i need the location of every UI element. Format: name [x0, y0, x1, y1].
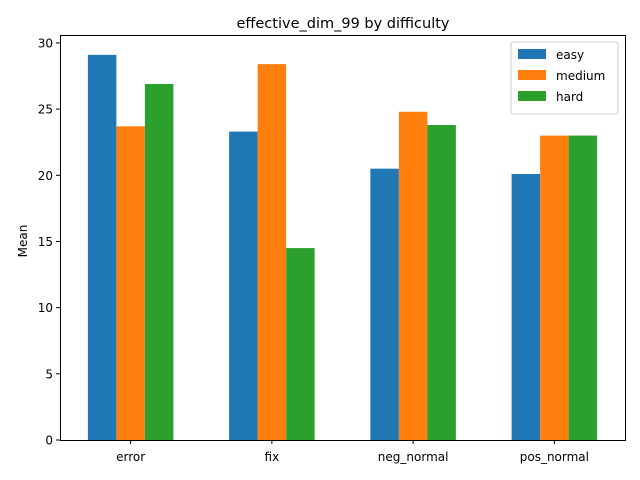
- bar-easy-neg_normal: [370, 168, 399, 441]
- y-tick-label: 30: [38, 36, 53, 50]
- legend-swatch-easy: [518, 49, 546, 59]
- y-tick-label: 10: [38, 301, 53, 315]
- bar-medium-fix: [257, 64, 287, 440]
- x-ticks-group: error fix neg_normal pos_normal: [116, 440, 589, 464]
- plot-frame: [60, 35, 626, 441]
- bar-easy-pos_normal: [511, 173, 541, 440]
- legend-label-medium: medium: [556, 69, 605, 83]
- legend-swatch-medium: [518, 70, 546, 80]
- y-tick-label: 20: [38, 169, 53, 183]
- chart-title: effective_dim_99 by difficulty: [236, 16, 449, 32]
- bar-hard-pos_normal: [568, 135, 598, 440]
- y-ticks-group: 0 5 10 15 20 25 30: [38, 36, 60, 448]
- legend-label-hard: hard: [556, 90, 583, 104]
- y-tick-label: 15: [38, 235, 53, 249]
- bar-hard-fix: [286, 248, 315, 440]
- x-tick-label: error: [116, 450, 145, 464]
- bar-medium-error: [116, 126, 145, 440]
- y-tick-label: 0: [45, 434, 53, 448]
- legend-label-easy: easy: [556, 48, 584, 62]
- y-tick-label: 25: [38, 103, 53, 117]
- x-tick-label: pos_normal: [520, 450, 589, 464]
- x-tick-label: neg_normal: [378, 450, 449, 464]
- y-axis-label: Mean: [16, 225, 30, 258]
- bar-hard-neg_normal: [427, 125, 456, 440]
- x-tick-label: fix: [265, 450, 280, 464]
- bar-hard-error: [144, 83, 174, 441]
- bar-easy-error: [87, 54, 117, 441]
- legend-swatch-hard: [518, 91, 546, 101]
- bar-medium-pos_normal: [540, 135, 569, 440]
- y-tick-label: 5: [45, 367, 53, 381]
- bars-group: [87, 54, 598, 441]
- bar-medium-neg_normal: [398, 111, 428, 440]
- legend: easy medium hard: [510, 41, 619, 115]
- bar-easy-fix: [229, 131, 258, 440]
